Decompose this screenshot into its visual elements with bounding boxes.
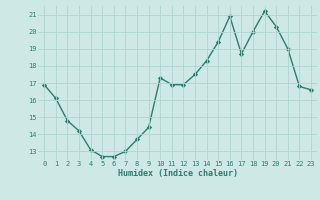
X-axis label: Humidex (Indice chaleur): Humidex (Indice chaleur) [118,169,238,178]
